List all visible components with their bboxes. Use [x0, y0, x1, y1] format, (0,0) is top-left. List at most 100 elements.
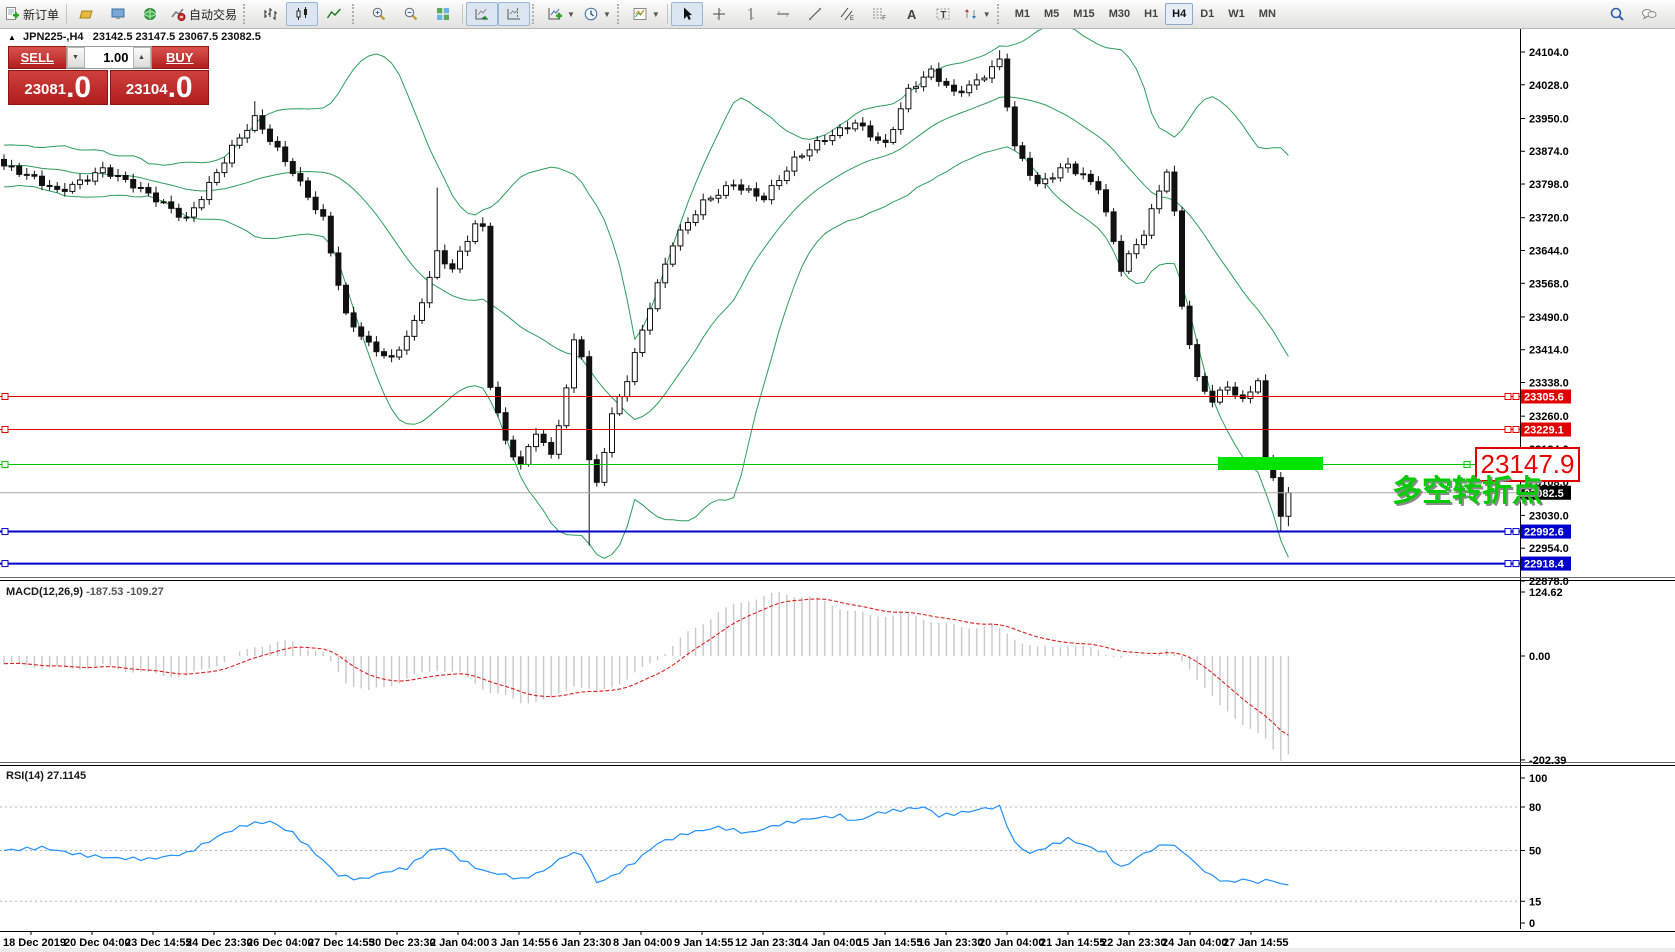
- candle: [153, 192, 159, 203]
- candle: [882, 139, 889, 143]
- symbol-ohlc: 23142.5 23147.5 23067.5 23082.5: [92, 31, 261, 43]
- rsi-value: 27.1145: [46, 770, 87, 782]
- hline-23305.6[interactable]: [0, 392, 1520, 400]
- zoom-in-button[interactable]: [363, 2, 395, 26]
- auto-scroll-button[interactable]: [466, 2, 499, 26]
- channel-tool-icon: E: [840, 7, 854, 22]
- buy-price-button[interactable]: 23104.0: [109, 70, 209, 105]
- new-order-button[interactable]: 新订单: [0, 2, 63, 26]
- timeframe-m5-button[interactable]: M5: [1044, 8, 1060, 20]
- search-button[interactable]: [1601, 2, 1633, 26]
- timeframe-d1-button[interactable]: D1: [1200, 8, 1215, 20]
- hline-objects[interactable]: [0, 392, 1520, 568]
- text-tool-button[interactable]: A: [895, 2, 927, 26]
- new-chart-caret-icon[interactable]: ▼: [567, 9, 575, 19]
- svg-text:22918.4: 22918.4: [1524, 559, 1565, 571]
- candle: [495, 386, 501, 414]
- buy-button[interactable]: BUY: [151, 46, 209, 69]
- line-chart-mode-button[interactable]: [318, 2, 350, 26]
- bollinger-lower: [3, 146, 1289, 559]
- zoom-out-button[interactable]: [395, 2, 427, 26]
- candle: [913, 86, 919, 89]
- candle: [244, 129, 251, 139]
- candle: [160, 201, 167, 204]
- bar-chart-mode-icon: [264, 8, 278, 20]
- candlestick-mode-button[interactable]: [286, 2, 319, 26]
- label-tool-button[interactable]: T: [927, 2, 959, 26]
- candle: [859, 122, 866, 127]
- zoom-out-icon: [404, 7, 418, 21]
- candle: [274, 140, 281, 148]
- new-chart-button[interactable]: ▼: [543, 2, 579, 26]
- candle: [753, 188, 760, 197]
- timeframe-mn-button[interactable]: MN: [1258, 8, 1276, 20]
- volume-input[interactable]: [84, 47, 133, 68]
- templates-button[interactable]: ▼: [628, 2, 664, 26]
- periods-button[interactable]: ▼: [579, 2, 615, 26]
- horizontal-line-tool-button[interactable]: [767, 2, 799, 26]
- price-callout-box[interactable]: 23147.9: [1475, 447, 1580, 482]
- templates-caret-icon[interactable]: ▼: [651, 9, 660, 19]
- time-label: 30 Dec 23:30: [369, 937, 436, 949]
- cursor-tool-icon: [683, 7, 692, 20]
- hline-23229.1[interactable]: [0, 426, 1520, 434]
- fibonacci-tool-button[interactable]: F: [863, 2, 895, 26]
- macd-title: MACD(12,26,9): [6, 586, 84, 598]
- vertical-line-tool-button[interactable]: [735, 2, 767, 26]
- sell-price-main: 23081: [24, 81, 67, 98]
- sell-price-button[interactable]: 23081.0: [8, 70, 108, 105]
- charts-folder-button[interactable]: [70, 2, 102, 26]
- timeframe-h1-button[interactable]: H1: [1144, 8, 1159, 20]
- timeframe-m15-button[interactable]: M15: [1073, 8, 1095, 20]
- price-axis[interactable]: 24104.0 24028.0 23950.0 23874.0 23798.0 23720…: [1512, 28, 1571, 929]
- arrows-tool-icon: [964, 9, 976, 19]
- candle: [1255, 380, 1261, 393]
- hline-22918.4[interactable]: [0, 560, 1520, 568]
- candle: [198, 199, 205, 209]
- channel-tool-button[interactable]: E: [831, 2, 863, 26]
- line-handle: [1504, 560, 1512, 568]
- candle: [814, 139, 821, 151]
- svg-text:23030.0: 23030.0: [1529, 510, 1569, 522]
- timeframe-m1-button[interactable]: M1: [1014, 8, 1030, 20]
- candle: [707, 197, 714, 201]
- candle: [251, 115, 258, 131]
- candle: [145, 186, 152, 194]
- toolbar-separator: [666, 4, 668, 24]
- candle: [1277, 477, 1284, 517]
- toolbar-separator: [532, 4, 541, 24]
- crosshair-tool-button[interactable]: [703, 2, 735, 26]
- arrows-tool-button[interactable]: ▼: [959, 2, 995, 26]
- candle: [715, 194, 722, 199]
- candle: [890, 129, 897, 143]
- candle: [692, 214, 699, 224]
- sell-button[interactable]: SELL: [8, 46, 66, 69]
- volume-increase-button[interactable]: ▲: [132, 47, 151, 68]
- navigator-button[interactable]: [134, 2, 166, 26]
- timeframe-w1-button[interactable]: W1: [1228, 8, 1245, 20]
- hline-22992.6[interactable]: [0, 528, 1520, 536]
- turning-point-annotation[interactable]: 多空转折点: [1392, 475, 1542, 508]
- autotrading-button[interactable]: 自动交易: [166, 2, 241, 26]
- arrows-tool-caret-icon[interactable]: ▼: [982, 9, 991, 19]
- tile-windows-button[interactable]: [427, 2, 459, 26]
- chat-button[interactable]: [1633, 2, 1665, 26]
- bar-chart-mode-button[interactable]: [254, 2, 286, 26]
- timeframe-h4-button[interactable]: H4: [1165, 3, 1194, 25]
- volume-decrease-button[interactable]: ▼: [66, 47, 85, 68]
- fibonacci-tool-icon: F: [872, 8, 886, 22]
- timeframe-m30-button[interactable]: M30: [1108, 8, 1131, 20]
- trendline-tool-button[interactable]: [799, 2, 831, 26]
- chart-shift-button[interactable]: [498, 2, 531, 26]
- collapse-triangle-icon[interactable]: ▲: [8, 33, 16, 42]
- auto-scroll-icon: [475, 8, 489, 21]
- cursor-tool-button[interactable]: [670, 2, 703, 26]
- chart-shift-icon: [507, 8, 521, 20]
- time-label: 27 Jan 14:55: [1223, 937, 1288, 949]
- candle: [1163, 171, 1170, 192]
- market-watch-button[interactable]: [102, 2, 134, 26]
- highlight-bar[interactable]: [1218, 457, 1323, 470]
- periods-caret-icon[interactable]: ▼: [602, 9, 611, 19]
